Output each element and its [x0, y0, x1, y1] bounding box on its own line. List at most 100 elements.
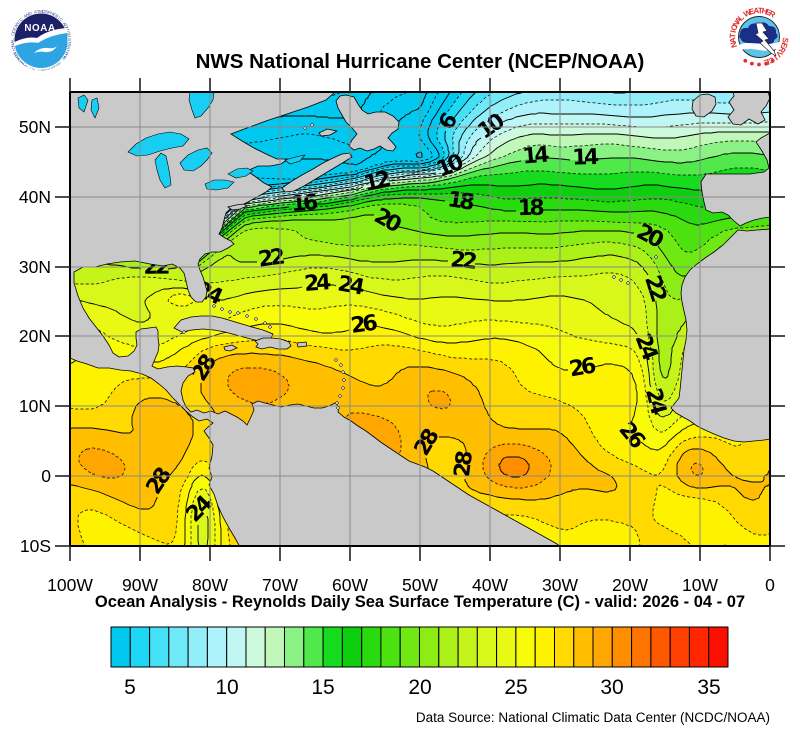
svg-text:V: V [774, 49, 785, 59]
svg-text:I: I [57, 15, 61, 20]
svg-text:O: O [10, 45, 16, 50]
svg-text:A: A [13, 24, 19, 29]
svg-text:NWS National Hurricane Center: NWS National Hurricane Center (NCEP/NOAA… [196, 50, 645, 73]
svg-text:A: A [34, 9, 38, 14]
svg-text:20W: 20W [612, 575, 648, 595]
svg-text:T: T [65, 48, 71, 53]
svg-text:R: R [54, 13, 59, 19]
svg-text:10N: 10N [19, 396, 51, 416]
svg-text:M: M [39, 9, 43, 14]
svg-text:.: . [63, 54, 68, 58]
svg-text:R: R [777, 45, 788, 55]
svg-text:NOAA: NOAA [24, 23, 55, 34]
svg-text:A: A [14, 53, 20, 58]
svg-text:U: U [64, 51, 70, 56]
svg-text:10: 10 [215, 676, 238, 699]
svg-text:30N: 30N [19, 257, 51, 277]
svg-text:30W: 30W [542, 575, 578, 595]
svg-text:O: O [62, 53, 68, 59]
svg-text:90W: 90W [122, 575, 158, 595]
svg-text:W: W [742, 7, 753, 19]
svg-text:P: P [47, 10, 51, 16]
svg-text:S: S [67, 38, 72, 41]
svg-text:O: O [10, 31, 16, 36]
svg-text:50W: 50W [402, 575, 438, 595]
svg-text:I: I [66, 30, 71, 33]
svg-text:0: 0 [765, 575, 775, 595]
svg-text:T: T [37, 9, 40, 14]
svg-text:C: C [14, 53, 20, 58]
svg-text:N: N [14, 21, 20, 26]
svg-text:N: N [66, 32, 72, 36]
svg-text:A: A [62, 21, 68, 26]
svg-text:A: A [23, 13, 28, 19]
svg-text:20: 20 [408, 676, 431, 699]
svg-text:T: T [728, 33, 737, 38]
svg-text:E: E [54, 61, 59, 67]
svg-text:C: C [18, 17, 24, 23]
svg-text:5: 5 [124, 676, 136, 699]
svg-text:10S: 10S [20, 536, 51, 556]
svg-text:E: E [779, 41, 789, 49]
svg-text:N: N [729, 40, 739, 48]
svg-text:40N: 40N [19, 187, 51, 207]
svg-text:E: E [12, 26, 18, 31]
svg-text:N: N [731, 19, 742, 29]
svg-text:S: S [780, 37, 790, 44]
svg-text:35: 35 [697, 676, 720, 699]
svg-text:D: D [56, 60, 62, 66]
svg-text:C: C [11, 29, 17, 33]
svg-text:M: M [18, 58, 24, 64]
svg-text:E: E [764, 7, 773, 18]
svg-text:D: D [63, 24, 69, 29]
svg-text:E: E [748, 6, 756, 16]
svg-text:40W: 40W [472, 575, 508, 595]
svg-text:70W: 70W [262, 575, 298, 595]
svg-text:L: L [10, 38, 15, 41]
svg-text:25: 25 [504, 676, 527, 699]
svg-text:C: C [58, 17, 64, 23]
svg-text:S: S [45, 9, 49, 14]
svg-text:I: I [772, 53, 779, 61]
svg-text:N: N [15, 55, 21, 61]
svg-text:O: O [42, 9, 46, 14]
svg-text:100W: 100W [47, 575, 93, 595]
svg-text:A: A [733, 15, 744, 25]
svg-text:S: S [61, 55, 67, 60]
svg-text:A: A [10, 41, 15, 44]
svg-text:I: I [729, 30, 738, 34]
svg-text:0: 0 [41, 466, 51, 486]
svg-text:I: I [64, 51, 69, 54]
svg-text:E: E [17, 57, 23, 63]
svg-text:T: T [758, 6, 763, 15]
svg-text:H: H [50, 11, 55, 17]
svg-text:80W: 80W [192, 575, 228, 595]
svg-text:N: N [61, 55, 67, 61]
svg-text:I: I [17, 20, 22, 24]
svg-text:60W: 60W [332, 575, 368, 595]
svg-text:L: L [736, 13, 746, 23]
svg-text:R: R [767, 9, 777, 20]
svg-text:E: E [13, 51, 19, 56]
svg-text:Data Source: National Climatic: Data Source: National Climatic Data Cent… [416, 710, 770, 725]
svg-text:D: D [28, 11, 33, 17]
svg-text:O: O [22, 61, 28, 67]
svg-text:N: N [10, 43, 15, 47]
svg-text:H: H [761, 6, 769, 16]
svg-text:T: T [67, 41, 72, 44]
svg-text:T: T [12, 50, 18, 55]
svg-text:R: R [15, 55, 21, 61]
svg-text:.: . [60, 57, 65, 61]
svg-text:R: R [67, 43, 72, 47]
svg-text:A: A [753, 6, 760, 16]
svg-text:50N: 50N [19, 117, 51, 137]
svg-text:M: M [20, 60, 26, 66]
svg-text:20N: 20N [19, 326, 51, 346]
svg-text:I: I [12, 49, 17, 52]
svg-text:Ocean Analysis - Reynolds Dail: Ocean Analysis - Reynolds Daily Sea Surf… [95, 593, 745, 611]
svg-text:I: I [67, 36, 72, 38]
svg-text:E: E [52, 12, 57, 18]
svg-text:30: 30 [600, 676, 623, 699]
svg-text:15: 15 [311, 676, 334, 699]
svg-text:10W: 10W [682, 575, 718, 595]
